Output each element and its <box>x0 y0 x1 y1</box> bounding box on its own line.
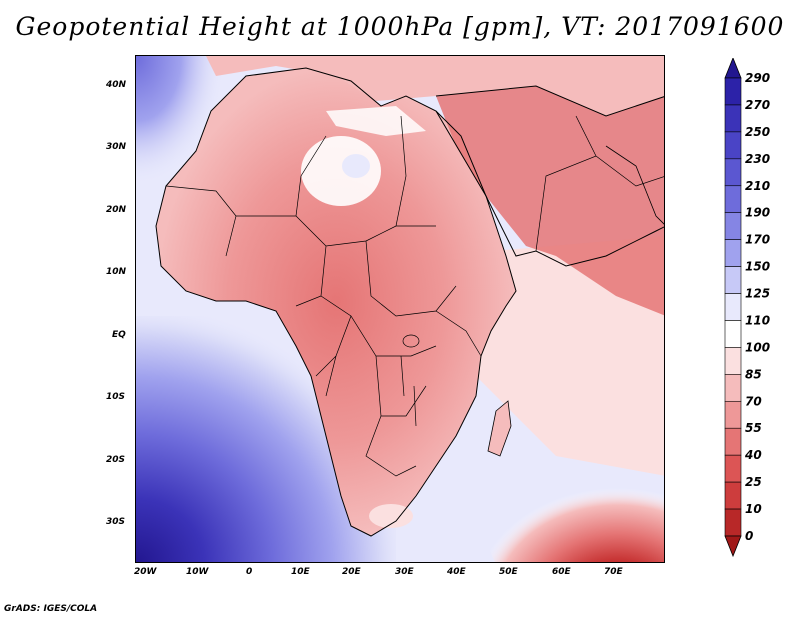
lon-label-60e: 60E <box>552 567 571 577</box>
lat-label-20n: 20N <box>106 205 127 215</box>
colorbar-segment <box>724 77 742 106</box>
colorbar-tick-label: 230 <box>745 152 770 166</box>
colorbar-segment <box>724 293 742 321</box>
field-southeast-high <box>486 431 664 562</box>
colorbar-tick-label: 85 <box>745 367 762 381</box>
lat-label-30s: 30S <box>106 517 126 527</box>
arabia-coastline <box>435 85 664 267</box>
lat-label-eq: EQ <box>112 330 126 340</box>
colorbar-tick-label: 10 <box>745 502 762 516</box>
lon-label-40e: 40E <box>447 567 466 577</box>
colorbar-tick-label: 170 <box>745 233 770 247</box>
colorbar-tick-label: 25 <box>745 475 762 489</box>
rift-lakes <box>400 355 417 427</box>
india-coastline <box>605 145 664 225</box>
colorbar-tick-label: 100 <box>745 340 770 354</box>
chart-title: Geopotential Height at 1000hPa [gpm], VT… <box>15 12 785 41</box>
madagascar-outline <box>487 400 512 457</box>
map-canvas <box>136 56 664 562</box>
colorbar-segment <box>724 212 742 240</box>
colorbar-segment <box>724 508 742 537</box>
colorbar-tick-label: 110 <box>745 313 770 327</box>
colorbar-tick-label: 270 <box>745 98 770 112</box>
lat-label-20s: 20S <box>106 455 126 465</box>
colorbar-tick-label: 55 <box>745 421 762 435</box>
colorbar-tick-label: 125 <box>745 287 770 301</box>
colorbar-segment <box>724 400 742 429</box>
colorbar-segment <box>724 266 742 294</box>
colorbar-tick-label: 0 <box>745 529 753 543</box>
colorbar-segment <box>724 481 742 510</box>
colorbar-tick-label: 70 <box>745 394 762 408</box>
colorbar-segment <box>724 131 742 160</box>
lon-label-50e: 50E <box>499 567 518 577</box>
colorbar-tick-label: 210 <box>745 179 770 193</box>
lon-label-20e: 20E <box>342 567 361 577</box>
credit-label: GrADS: IGES/COLA <box>4 604 98 614</box>
field-south-africa <box>369 504 413 528</box>
colorbar-segment <box>724 320 742 348</box>
colorbar-segment <box>724 239 742 267</box>
colorbar-segment <box>724 104 742 133</box>
colorbar-segment <box>724 427 742 456</box>
lon-label-70e: 70E <box>604 567 623 577</box>
colorbar-bottom-arrow <box>724 535 742 558</box>
colorbar-segment <box>724 185 742 214</box>
colorbar: 2902702502302101901701501251101008570554… <box>724 58 770 558</box>
country-borders <box>165 115 664 477</box>
colorbar-tick-label: 290 <box>745 71 770 85</box>
lon-label-20w: 20W <box>134 567 157 577</box>
colorbar-tick-label: 40 <box>744 448 762 462</box>
field-africa <box>156 68 516 536</box>
field-arabia <box>436 86 664 316</box>
field-sahara-low <box>301 136 381 206</box>
africa-coastline <box>155 67 517 537</box>
lat-label-10s: 10S <box>106 392 126 402</box>
colorbar-tick-label: 250 <box>745 125 770 139</box>
field-eurasia <box>206 56 664 116</box>
lat-label-40n: 40N <box>106 80 127 90</box>
colorbar-top-arrow <box>724 58 742 79</box>
lon-label-10w: 10W <box>186 567 209 577</box>
lon-label-10e: 10E <box>291 567 310 577</box>
colorbar-segment <box>724 454 742 483</box>
colorbar-tick-label: 190 <box>745 206 770 220</box>
colorbar-segment <box>724 347 742 375</box>
lat-label-30n: 30N <box>106 142 127 152</box>
colorbar-segment <box>724 374 742 402</box>
lon-label-0: 0 <box>246 567 253 577</box>
colorbar-tick-label: 150 <box>745 260 770 274</box>
lake-victoria <box>402 334 420 348</box>
map-panel <box>135 55 665 563</box>
field-sahara-core <box>342 154 370 178</box>
lat-label-10n: 10N <box>106 267 127 277</box>
field-mediterranean <box>326 106 426 136</box>
lon-label-30e: 30E <box>395 567 414 577</box>
colorbar-segment <box>724 158 742 187</box>
